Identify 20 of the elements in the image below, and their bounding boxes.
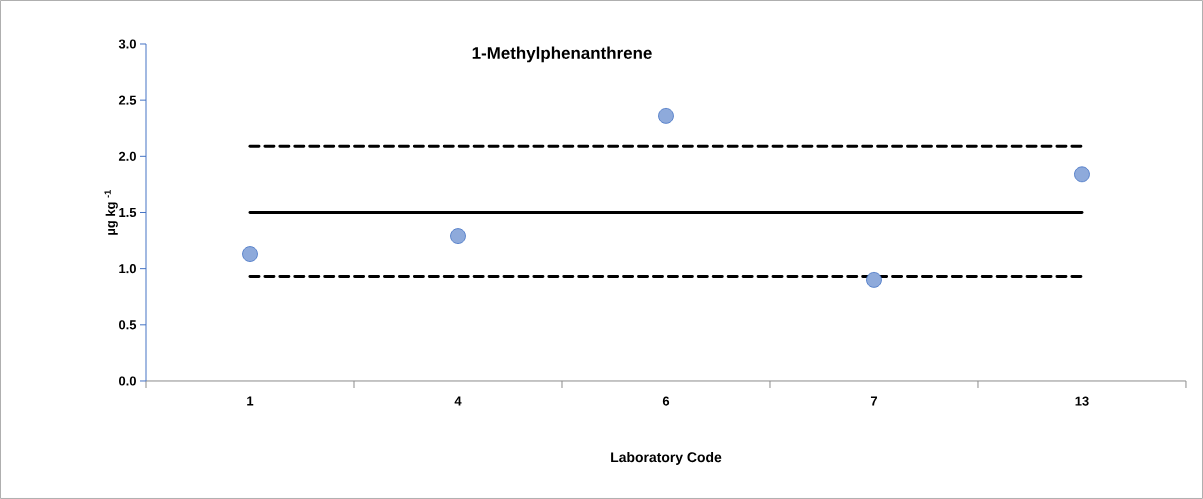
- point: [450, 228, 466, 244]
- x-tick-label: 7: [870, 396, 878, 406]
- x-tick-label: 13: [1075, 396, 1089, 406]
- x-tick-label: 6: [662, 396, 670, 406]
- point: [242, 246, 258, 262]
- point: [658, 108, 674, 124]
- x-axis-title: Laboratory Code: [611, 451, 722, 465]
- y-tick-label: 0.0: [119, 376, 136, 386]
- point: [866, 272, 882, 288]
- y-tick-label: 1.0: [119, 264, 136, 274]
- x-tick-label: 4: [454, 396, 462, 406]
- x-tick-label: 1: [247, 396, 254, 406]
- y-tick-label: 2.5: [118, 95, 137, 105]
- y-tick-label: 2.0: [118, 151, 136, 161]
- y-axis-title: µg kg $^{-1}$: [104, 190, 118, 235]
- y-tick-label: 3.0: [118, 39, 136, 49]
- y-tick-label: 1.5: [119, 207, 137, 217]
- chart-title: 1-Methylphenanthrene: [472, 46, 652, 63]
- point: [1074, 166, 1090, 183]
- y-tick-label: 0.5: [119, 320, 137, 330]
